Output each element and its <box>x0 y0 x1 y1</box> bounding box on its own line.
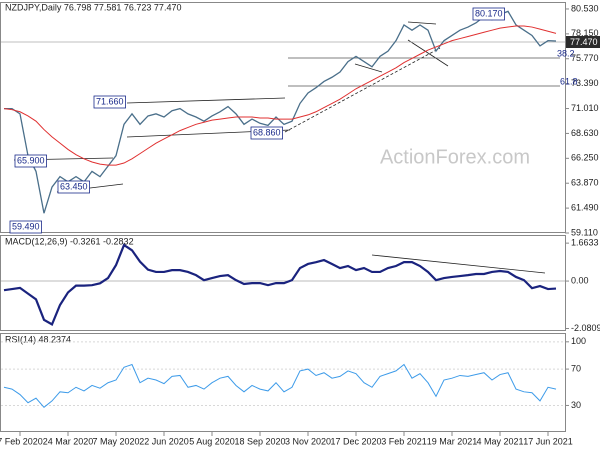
y-tick-label: 1.6633 <box>571 238 599 248</box>
y-tick-label: 66.250 <box>571 153 599 163</box>
price-title: NZDJPY,Daily 76.798 77.581 76.723 77.470 <box>5 2 181 12</box>
annotation-box <box>250 126 283 140</box>
x-tick-label: 7 May 2020 <box>92 436 139 446</box>
x-tick-label: 17 Jun 2021 <box>523 436 573 446</box>
y-tick-label: 78.150 <box>571 28 599 38</box>
y-tick-label: 68.630 <box>571 128 599 138</box>
rsi-title: RSI(14) 48.2374 <box>5 334 71 344</box>
x-tick-label: 7 Feb 2020 <box>0 436 43 446</box>
x-tick-label: 17 Dec 2020 <box>330 436 381 446</box>
y-tick-label: 73.390 <box>571 78 599 88</box>
last-price-box <box>566 36 600 48</box>
y-tick-label: -2.0809 <box>571 323 600 333</box>
x-tick-label: 5 Aug 2020 <box>189 436 235 446</box>
trend-line <box>407 39 449 67</box>
trend-line <box>126 97 286 104</box>
annotation-box <box>472 7 505 21</box>
macd-title: MACD(12,26,9) -0.3261 -0.2832 <box>5 236 134 246</box>
x-tick-label: 24 Mar 2020 <box>43 436 94 446</box>
last-price-label: 77.470 <box>570 37 598 47</box>
annotation-box <box>93 95 126 109</box>
annotation-box <box>57 180 90 194</box>
annotation: 61.8 <box>560 76 578 86</box>
y-tick-label: 100 <box>571 336 586 346</box>
annotation: 71.660 <box>96 96 124 106</box>
annotation: 59.490 <box>12 221 40 231</box>
annotation-box <box>14 154 47 168</box>
watermark: ActionForex.com <box>380 146 530 168</box>
annotation: 80.170 <box>475 8 503 18</box>
price-frame <box>0 2 566 233</box>
y-tick-label: 61.490 <box>571 202 599 212</box>
x-tick-label: 19 Mar 2021 <box>427 436 478 446</box>
x-tick-label: 3 Nov 2020 <box>285 436 331 446</box>
series-line <box>3 363 557 408</box>
annotation: 68.860 <box>253 127 281 137</box>
rsi-frame <box>0 333 566 432</box>
series-line <box>3 25 557 166</box>
x-tick-label: 3 Feb 2021 <box>381 436 427 446</box>
x-tick-label: 22 Jun 2020 <box>139 436 189 446</box>
trend-line <box>354 63 383 73</box>
y-tick-label: 71.010 <box>571 103 599 113</box>
y-tick-label: 0.00 <box>571 275 589 285</box>
annotation: 65.900 <box>17 155 45 165</box>
x-tick-label: 18 Sep 2020 <box>234 436 285 446</box>
y-tick-label: 63.870 <box>571 178 599 188</box>
annotation: 63.450 <box>60 181 88 191</box>
series-line <box>3 243 557 326</box>
trend-line <box>284 47 441 133</box>
series-line <box>4 10 557 214</box>
y-tick-label: 75.770 <box>571 53 599 63</box>
annotation-box <box>9 220 42 234</box>
y-tick-label: 59.110 <box>571 227 598 237</box>
y-tick-label: 30 <box>571 400 581 410</box>
x-tick-label: 4 May 2021 <box>476 436 523 446</box>
y-tick-label: 70 <box>571 363 581 373</box>
macd-frame <box>0 235 566 331</box>
annotation: 38.2 <box>557 48 575 58</box>
y-tick-label: 80.530 <box>571 3 599 13</box>
trend-line <box>371 254 546 274</box>
trend-line <box>407 21 437 25</box>
